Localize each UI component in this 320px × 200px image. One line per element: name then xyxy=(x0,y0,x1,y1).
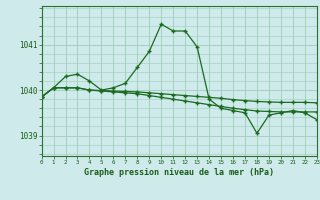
X-axis label: Graphe pression niveau de la mer (hPa): Graphe pression niveau de la mer (hPa) xyxy=(84,168,274,177)
